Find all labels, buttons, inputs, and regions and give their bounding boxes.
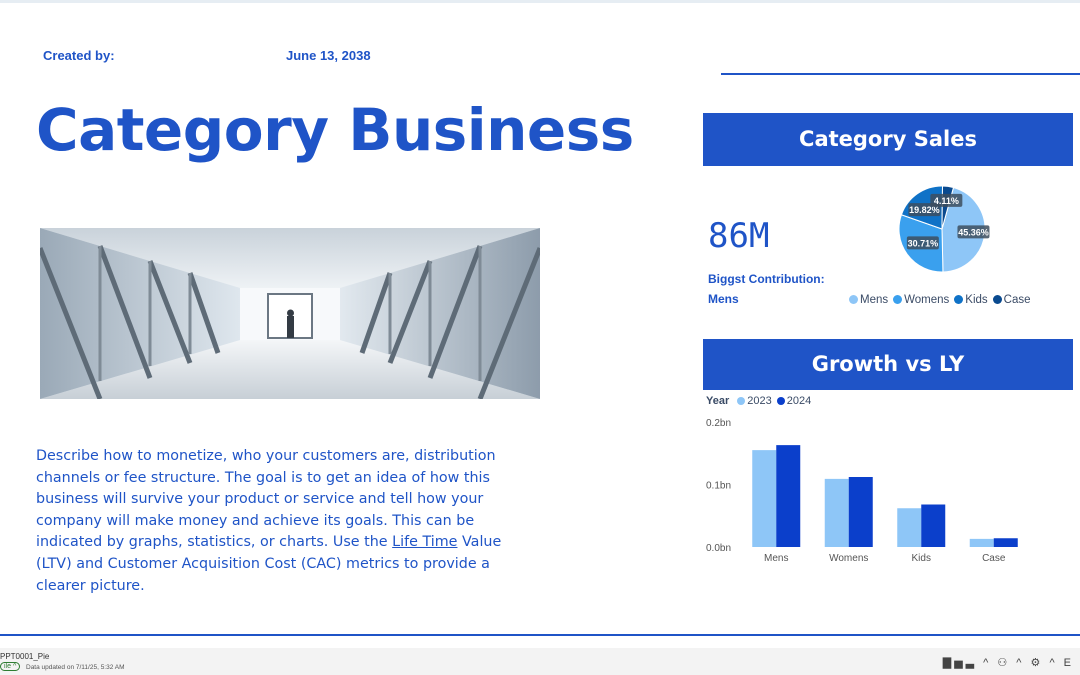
bar-legend: Year 2023 2024 <box>706 395 811 407</box>
bar-legend-label: 2023 <box>747 395 772 407</box>
pie-legend-label: Case <box>1003 294 1031 306</box>
growth-banner: Growth vs LY <box>703 339 1073 390</box>
pie-data-label: 19.82% <box>909 205 940 215</box>
header-rule <box>721 73 1080 75</box>
bar-womens-2024[interactable] <box>848 477 873 547</box>
x-tick-label: Womens <box>829 553 868 564</box>
bar-case-2023[interactable] <box>969 538 994 547</box>
bar-legend-item[interactable]: 2023 <box>737 395 772 407</box>
pie-data-label: 30.71% <box>908 238 939 248</box>
biggest-contribution-label: Biggst Contribution: <box>708 272 825 286</box>
x-tick-label: Kids <box>912 553 931 564</box>
bar-legend-item[interactable]: 2024 <box>776 395 812 407</box>
bar-mens-2023[interactable] <box>752 450 777 547</box>
pie-label-bg <box>957 225 990 239</box>
biggest-contribution-value: Mens <box>708 292 739 306</box>
pie-label-bg <box>906 236 939 250</box>
legend-dot-icon <box>992 295 1002 304</box>
corridor-photo <box>40 228 540 399</box>
pie-legend-item[interactable]: Womens <box>893 294 949 306</box>
status-bar: PPT0001_Pie ile ^ Data updated on 7/11/2… <box>0 648 1080 675</box>
x-tick-label: Case <box>982 553 1006 564</box>
legend-dot-icon <box>954 295 964 304</box>
category-sales-pie-chart[interactable]: 45.36% 30.71% 19.82%4.11% <box>880 180 1000 290</box>
pie-legend-item[interactable]: Kids <box>954 294 988 306</box>
legend-dot-icon <box>776 397 785 405</box>
x-tick-label: Mens <box>764 553 788 564</box>
bottom-rule <box>0 634 1080 636</box>
pie-label-bg <box>930 193 963 207</box>
pie-legend-item[interactable]: Mens <box>849 294 888 306</box>
report-date: June 13, 2038 <box>286 48 371 63</box>
page-title: Category Business <box>36 96 634 164</box>
bar-legend-label: 2024 <box>786 395 812 407</box>
pie-legend-label: Mens <box>860 294 889 306</box>
bar-legend-title: Year <box>706 395 730 407</box>
file-name[interactable]: PPT0001_Pie <box>0 652 50 661</box>
bar-kids-2023[interactable] <box>897 508 922 547</box>
legend-dot-icon <box>893 295 903 304</box>
total-sales-kpi: 86M <box>708 216 770 256</box>
top-border <box>0 0 1080 3</box>
pie-legend-label: Kids <box>965 294 988 306</box>
bar-case-2024[interactable] <box>993 538 1018 547</box>
status-toolbar-icons[interactable]: ▇▅▃ ^ ⚇ ^ ⚙ ^ E <box>942 657 1074 669</box>
pie-legend: Mens Womens Kids Case <box>849 294 1031 306</box>
y-tick-label: 0.0bn <box>706 543 731 554</box>
life-time-link[interactable]: Life Time <box>392 534 458 551</box>
pie-data-label: 4.11% <box>934 196 959 206</box>
growth-bar-chart[interactable]: 0.0bn 0.1bn 0.2bn Mens Womens Kids Case <box>700 410 1040 570</box>
pie-legend-label: Womens <box>904 294 950 306</box>
legend-dot-icon <box>849 295 858 304</box>
bar-womens-2023[interactable] <box>824 478 849 547</box>
data-updated-text: Data updated on 7/11/25, 5:32 AM <box>26 664 125 671</box>
pie-legend-item[interactable]: Case <box>992 294 1031 306</box>
y-tick-label: 0.1bn <box>706 481 731 492</box>
category-sales-banner: Category Sales <box>703 113 1073 166</box>
legend-dot-icon <box>737 397 746 405</box>
description-text-2: Value (LTV) and Customer Acquisition Cos… <box>36 534 502 594</box>
bar-kids-2024[interactable] <box>921 504 946 548</box>
created-by-label: Created by: <box>43 48 115 63</box>
bar-mens-2024[interactable] <box>776 445 801 547</box>
business-description: Describe how to monetize, who your custo… <box>36 446 506 597</box>
description-text-1: Describe how to monetize, who your custo… <box>36 448 496 551</box>
file-pill-button[interactable]: ile ^ <box>0 662 21 671</box>
y-tick-label: 0.2bn <box>706 418 731 429</box>
pie-data-label: 45.36% <box>958 227 989 237</box>
